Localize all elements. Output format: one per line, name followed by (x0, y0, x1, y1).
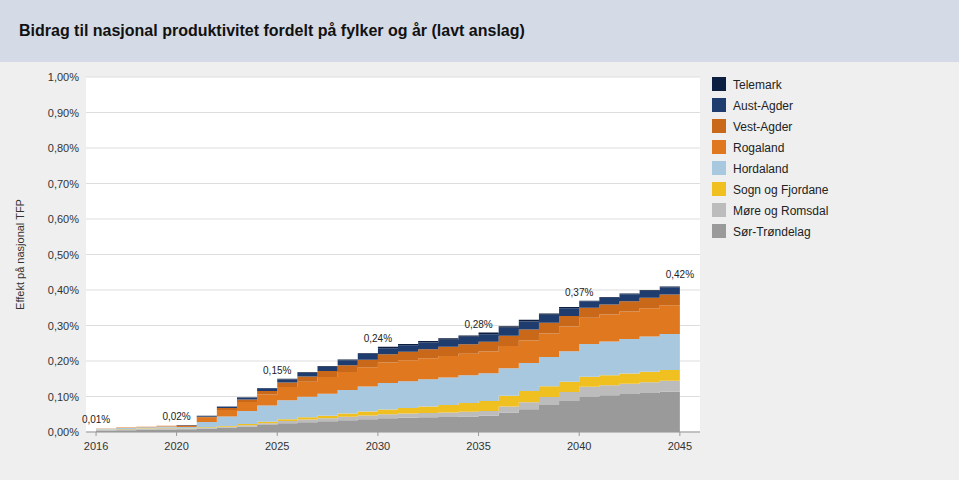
x-tick (478, 432, 479, 436)
annotation: 0,01% (82, 414, 110, 425)
y-tick-label: 0,40% (48, 284, 79, 296)
annotation: 0,42% (666, 269, 694, 280)
area (96, 291, 680, 428)
grid-line (86, 148, 700, 149)
annotation: 0,15% (263, 365, 291, 376)
legend-swatch (712, 98, 726, 112)
x-tick-label: 2040 (567, 440, 591, 452)
x-tick-label: 2016 (84, 440, 108, 452)
annotation: 0,24% (364, 333, 392, 344)
grid-line (86, 254, 700, 255)
y-tick-label: 0,90% (48, 107, 79, 119)
y-axis: 0,00% 0,10% 0,20% 0,30% 0,40% 0,50% 0,60% 0,70%… (48, 71, 79, 438)
y-axis-label: Effekt på nasjonal TFP (14, 199, 26, 310)
x-axis: 2016 2020 2025 2030 2035 2040 2045 (84, 432, 700, 452)
x-tick (176, 432, 177, 436)
areas (96, 283, 680, 432)
plot-area (86, 77, 700, 432)
y-tick-label: 0,20% (48, 355, 79, 367)
y-tick-label: 0,30% (48, 320, 79, 332)
y-tick-label: 1,00% (48, 71, 79, 83)
x-tick (579, 432, 580, 436)
legend-label: Vest-Agder (733, 120, 792, 134)
legend-label: Hordaland (733, 162, 788, 176)
legend-swatch (712, 140, 726, 154)
x-tick-label: 2035 (466, 440, 490, 452)
grid-line (86, 290, 700, 291)
y-grid (86, 77, 700, 432)
x-tick (96, 432, 97, 436)
legend-swatch (712, 182, 726, 196)
area (96, 302, 680, 429)
annotation: 0,28% (464, 319, 492, 330)
y-tick-label: 0,50% (48, 249, 79, 261)
legend-label: Møre og Romsdal (733, 204, 828, 218)
grid-line (86, 112, 700, 113)
title-bar (0, 0, 959, 62)
legend-swatch (712, 224, 726, 238)
grid-line (86, 183, 700, 184)
x-tick (377, 432, 378, 436)
x-tick-label: 2045 (668, 440, 692, 452)
y-tick-label: 0,60% (48, 213, 79, 225)
legend-swatch (712, 119, 726, 133)
annotation: 0,37% (565, 287, 593, 298)
legend-label: Rogaland (733, 141, 784, 155)
title: Bidrag til nasjonal produktivitet fordel… (19, 22, 525, 39)
grid-line (86, 432, 700, 433)
chart: Bidrag til nasjonal produktivitet fordel… (0, 0, 959, 480)
legend-label: Sør-Trøndelag (733, 225, 811, 239)
y-tick-label: 0,00% (48, 426, 79, 438)
x-tick (679, 432, 680, 436)
annotations: 0,01% 0,02% 0,15% 0,24% 0,28% 0,37% 0,42% (82, 269, 694, 426)
legend-swatch (712, 203, 726, 217)
y-tick-label: 0,80% (48, 142, 79, 154)
annotation: 0,02% (162, 411, 190, 422)
legend-label: Telemark (733, 78, 783, 92)
x-tick-label: 2020 (164, 440, 188, 452)
legend-swatch (712, 161, 726, 175)
area (96, 284, 680, 429)
x-tick-label: 2030 (366, 440, 390, 452)
background (0, 0, 959, 480)
grid-line (86, 77, 700, 78)
legend-swatch (712, 77, 726, 91)
x-tick-label: 2025 (265, 440, 289, 452)
legend-label: Aust-Agder (733, 99, 793, 113)
legend: Telemark Aust-Agder Vest-Agder Rogaland Hord… (712, 77, 829, 239)
x-tick (277, 432, 278, 436)
y-tick-label: 0,10% (48, 391, 79, 403)
area (96, 283, 680, 429)
grid-line (86, 219, 700, 220)
legend-label: Sogn og Fjordane (733, 183, 829, 197)
x-axis-line (86, 432, 700, 433)
y-tick-label: 0,70% (48, 178, 79, 190)
